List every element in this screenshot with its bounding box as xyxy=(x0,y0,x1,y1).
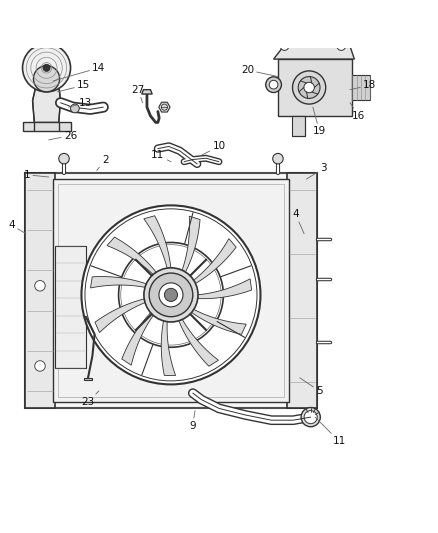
Circle shape xyxy=(273,154,283,164)
Circle shape xyxy=(33,66,60,92)
Polygon shape xyxy=(25,173,317,408)
Circle shape xyxy=(164,288,177,302)
Text: 15: 15 xyxy=(57,80,90,92)
Text: 13: 13 xyxy=(68,98,92,108)
Polygon shape xyxy=(55,246,86,368)
Circle shape xyxy=(35,361,45,371)
Polygon shape xyxy=(278,59,352,116)
Circle shape xyxy=(144,268,198,322)
Circle shape xyxy=(35,280,45,291)
Polygon shape xyxy=(287,173,317,408)
Text: 19: 19 xyxy=(313,107,326,136)
Polygon shape xyxy=(182,216,200,273)
Polygon shape xyxy=(95,298,146,333)
Polygon shape xyxy=(274,39,354,59)
Circle shape xyxy=(304,410,317,424)
Polygon shape xyxy=(22,123,71,131)
Circle shape xyxy=(119,243,223,348)
Text: 5: 5 xyxy=(300,378,323,396)
Circle shape xyxy=(304,82,314,93)
Polygon shape xyxy=(191,309,246,334)
Circle shape xyxy=(22,44,71,92)
Circle shape xyxy=(301,408,320,427)
Polygon shape xyxy=(292,116,305,135)
Text: 4: 4 xyxy=(292,209,304,234)
Polygon shape xyxy=(193,239,236,284)
Polygon shape xyxy=(352,75,370,100)
Circle shape xyxy=(43,64,50,71)
Text: 4: 4 xyxy=(8,220,26,234)
Circle shape xyxy=(293,71,326,104)
Circle shape xyxy=(81,205,261,384)
Polygon shape xyxy=(25,173,55,408)
Polygon shape xyxy=(197,279,251,298)
Polygon shape xyxy=(144,216,171,269)
Polygon shape xyxy=(161,320,176,376)
Circle shape xyxy=(149,273,193,317)
Circle shape xyxy=(280,42,289,51)
Text: 27: 27 xyxy=(131,85,145,103)
Circle shape xyxy=(59,154,69,164)
Circle shape xyxy=(159,283,183,307)
Polygon shape xyxy=(84,378,92,380)
Circle shape xyxy=(266,77,282,93)
Polygon shape xyxy=(53,179,289,402)
Text: 11: 11 xyxy=(151,150,171,161)
Text: 16: 16 xyxy=(350,103,365,121)
Text: 3: 3 xyxy=(306,163,327,179)
Circle shape xyxy=(71,104,79,113)
Polygon shape xyxy=(159,102,170,112)
Polygon shape xyxy=(122,312,154,365)
Circle shape xyxy=(337,42,346,51)
Text: 23: 23 xyxy=(81,391,99,407)
Text: 1: 1 xyxy=(24,170,49,180)
Text: 14: 14 xyxy=(53,63,106,81)
Text: 9: 9 xyxy=(190,410,196,431)
Polygon shape xyxy=(107,237,157,275)
Polygon shape xyxy=(142,90,152,94)
Text: 20: 20 xyxy=(241,65,278,77)
Circle shape xyxy=(298,77,320,99)
Polygon shape xyxy=(178,319,219,366)
Text: 2: 2 xyxy=(97,155,109,171)
Circle shape xyxy=(269,80,278,89)
Polygon shape xyxy=(91,277,147,288)
Text: 26: 26 xyxy=(49,131,77,141)
Text: 18: 18 xyxy=(350,80,376,90)
Polygon shape xyxy=(32,79,60,123)
Text: 10: 10 xyxy=(201,141,226,155)
Text: 11: 11 xyxy=(315,417,346,446)
